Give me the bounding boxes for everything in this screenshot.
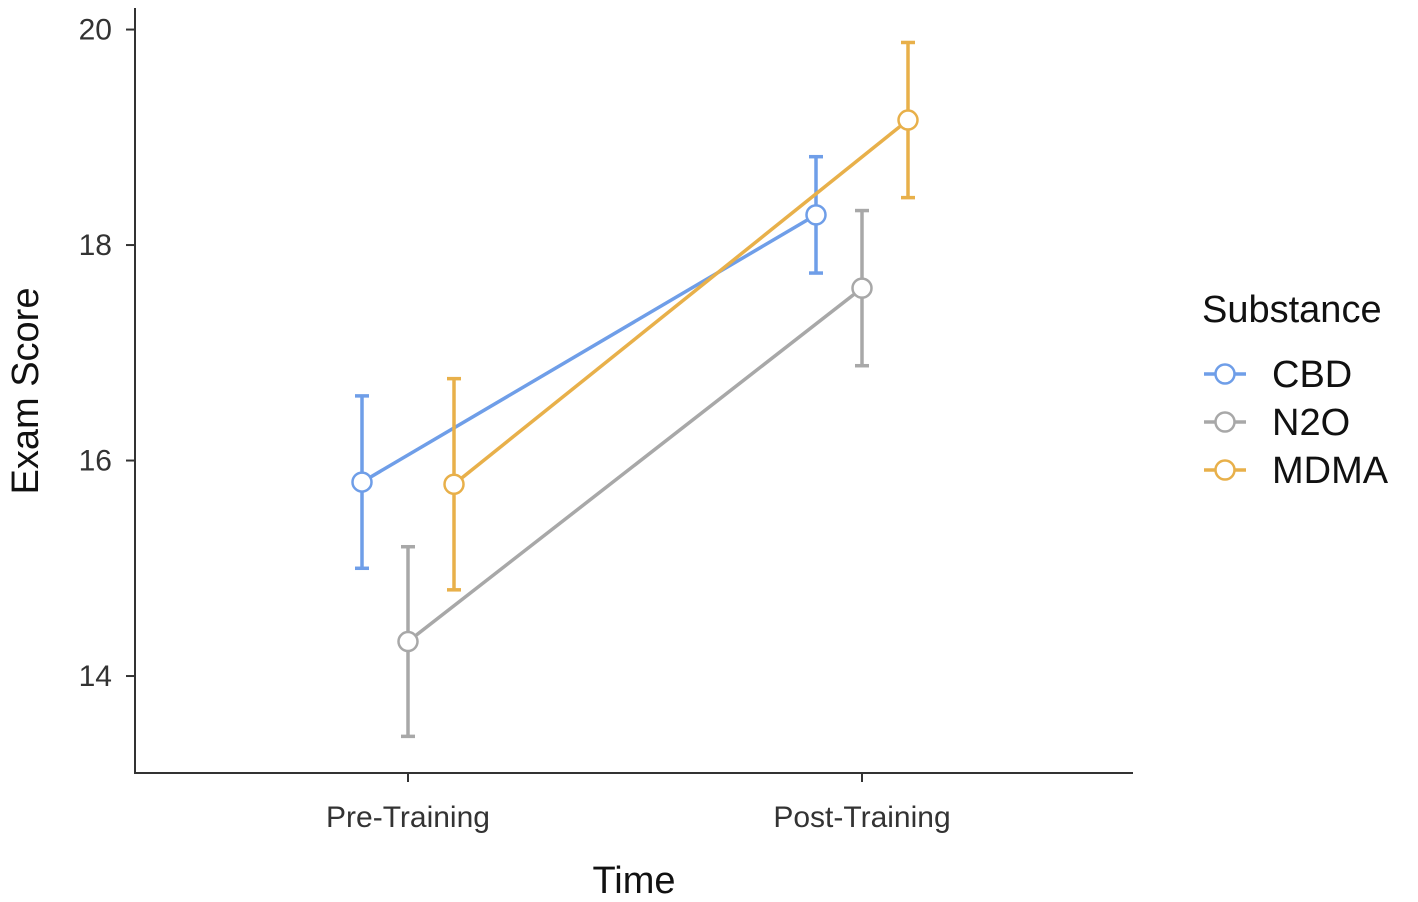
plot-area — [351, 40, 919, 739]
data-point — [351, 471, 373, 493]
y-ticks: 14 16 18 20 — [79, 14, 135, 693]
legend-item-n2o: N2O — [1204, 402, 1350, 444]
x-ticks: Pre-Training Post-Training — [326, 773, 951, 834]
series-mdma — [443, 40, 919, 592]
data-point — [397, 630, 419, 653]
legend-label: N2O — [1272, 402, 1350, 444]
y-axis-title: Exam Score — [5, 288, 47, 495]
legend-title: Substance — [1202, 289, 1382, 331]
legend-swatch-point — [1214, 411, 1236, 433]
data-point — [805, 204, 827, 226]
y-tick-label: 20 — [79, 14, 112, 47]
legend-swatch-point — [1214, 363, 1236, 385]
series-line — [361, 213, 817, 484]
legend: Substance CBD N2O MDMA — [1202, 289, 1389, 492]
legend-label: MDMA — [1272, 450, 1389, 492]
data-point — [851, 277, 873, 299]
data-point — [897, 109, 919, 131]
series-line — [406, 286, 864, 643]
x-tick-label: Post-Training — [773, 801, 950, 834]
x-tick-label: Pre-Training — [326, 801, 490, 834]
legend-swatch-point — [1214, 459, 1236, 481]
y-tick-label: 16 — [79, 445, 112, 478]
y-tick-label: 14 — [79, 660, 112, 693]
legend-item-mdma: MDMA — [1204, 450, 1389, 492]
data-point — [443, 473, 465, 495]
x-axis-title: Time — [592, 860, 675, 902]
series-line — [452, 118, 910, 486]
legend-item-cbd: CBD — [1204, 354, 1352, 396]
y-tick-label: 18 — [79, 229, 112, 262]
legend-label: CBD — [1272, 354, 1352, 396]
series-n2o — [397, 208, 873, 739]
series-cbd — [351, 154, 827, 571]
